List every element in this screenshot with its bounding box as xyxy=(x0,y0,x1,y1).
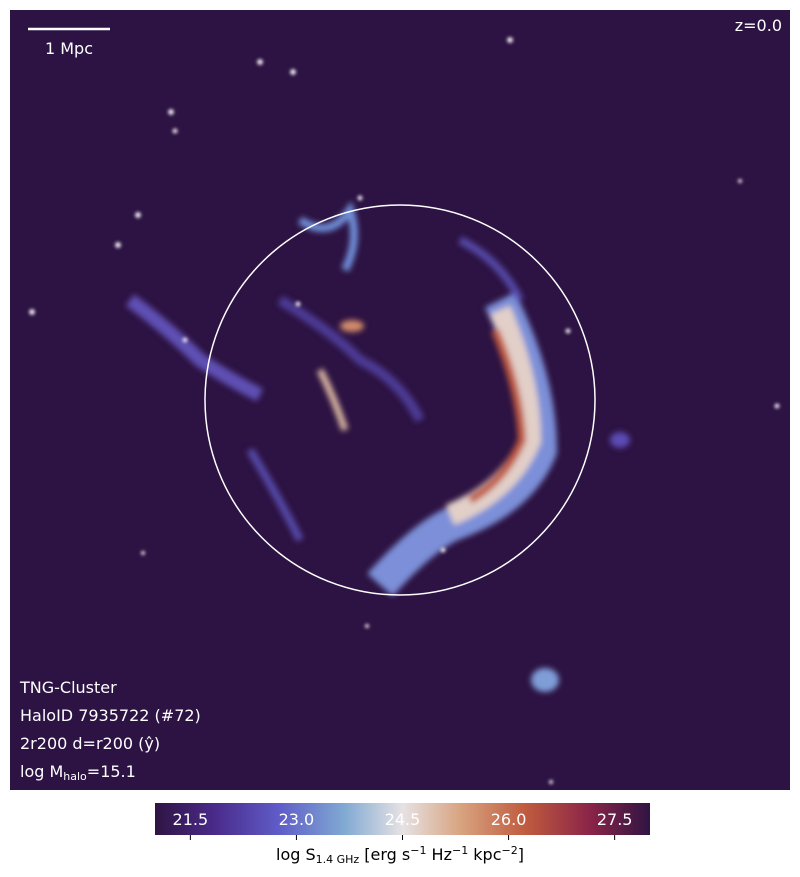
superscript: −2 xyxy=(502,844,518,857)
map-background xyxy=(10,10,790,790)
scale-label: 1 Mpc xyxy=(45,39,93,58)
colorbar-tick-label: 21.5 xyxy=(173,810,209,829)
r200-circle xyxy=(204,204,596,596)
emission-map xyxy=(125,200,630,692)
colorbar-tick-label: 24.5 xyxy=(385,810,421,829)
text-part: =15.1 xyxy=(87,762,136,781)
text-part: ] xyxy=(518,845,524,864)
text-part: log S xyxy=(276,845,316,864)
subscript: 1.4 GHz xyxy=(316,853,360,866)
info-block: TNG-Cluster HaloID 7935722 (#72) 2r200 d… xyxy=(19,678,201,783)
text-part: kpc xyxy=(468,845,501,864)
info-line: 2r200 d=r200 (ŷ) xyxy=(20,734,160,753)
colorbar-label: log S1.4 GHz [erg s−1 Hz−1 kpc−2] xyxy=(276,844,524,866)
colorbar-tick-label: 26.0 xyxy=(491,810,527,829)
info-line: HaloID 7935722 (#72) xyxy=(20,706,201,725)
colorbar xyxy=(155,803,650,835)
text-part: Hz xyxy=(426,845,452,864)
info-line: TNG-Cluster xyxy=(19,678,117,697)
text-part: [erg s xyxy=(359,845,410,864)
colorbar-tick-label: 23.0 xyxy=(279,810,315,829)
superscript: −1 xyxy=(410,844,426,857)
info-line: log Mhalo=15.1 xyxy=(20,762,136,783)
superscript: −1 xyxy=(452,844,468,857)
point-sources xyxy=(29,37,780,784)
colorbar-ticks: 21.5 23.0 24.5 26.0 27.5 xyxy=(173,810,633,840)
colorbar-tick-label: 27.5 xyxy=(597,810,633,829)
subscript: halo xyxy=(63,770,87,783)
redshift: z=0.0 xyxy=(735,16,782,35)
text-part: log M xyxy=(20,762,63,781)
